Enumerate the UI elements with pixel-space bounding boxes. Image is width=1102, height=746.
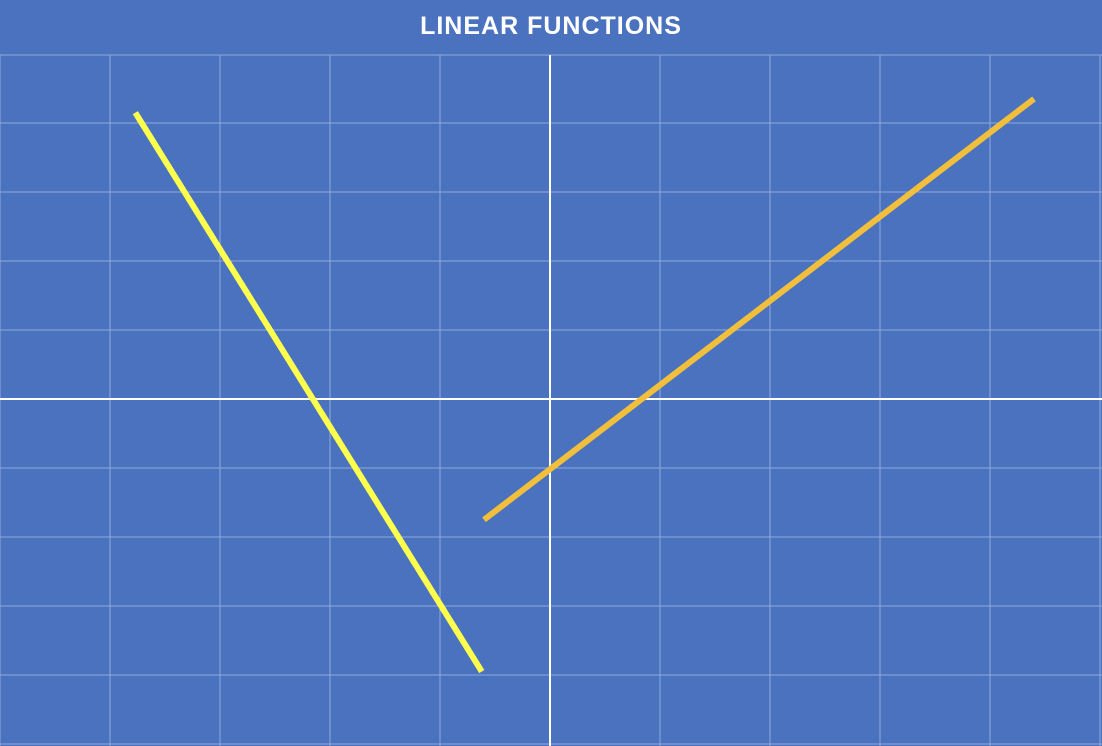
axes — [0, 55, 1102, 746]
series-line-1 — [132, 111, 485, 674]
series-lines — [132, 96, 1036, 674]
series-line-2 — [482, 96, 1036, 523]
chart-title: LINEAR FUNCTIONS — [420, 12, 682, 40]
